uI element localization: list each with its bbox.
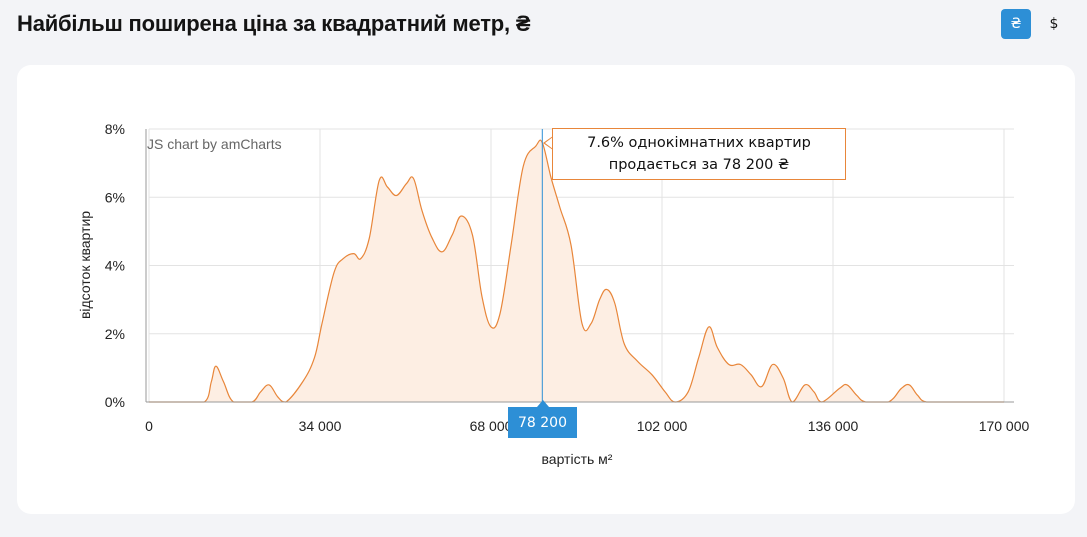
currency-uah-button[interactable]: ₴ xyxy=(1001,9,1031,39)
x-tick-label: 170 000 xyxy=(979,418,1030,434)
x-axis-title: вартість м² xyxy=(542,451,613,467)
x-tick-label: 34 000 xyxy=(299,418,342,434)
chart-credit[interactable]: JS chart by amCharts xyxy=(147,136,282,152)
y-axis-title: відсоток квартир xyxy=(77,211,93,319)
distribution-area xyxy=(149,140,1004,403)
y-tick-label: 0% xyxy=(105,394,125,410)
distribution-line xyxy=(149,139,1004,403)
tooltip-line-2: продається за 78 200 ₴ xyxy=(608,157,790,173)
page-title: Найбільш поширена ціна за квадратний мет… xyxy=(17,11,531,36)
tooltip-line-1: 7.6% однокімнатних квартир xyxy=(587,135,811,151)
cursor-label-pointer xyxy=(537,400,549,407)
x-tick-label: 102 000 xyxy=(637,418,688,434)
x-tick-label: 0 xyxy=(145,418,153,434)
y-tick-label: 4% xyxy=(105,258,125,274)
currency-usd-button[interactable]: $ xyxy=(1039,9,1069,39)
cursor-x-label: 78 200 xyxy=(508,407,577,438)
tick-labels: 0% 2% 4% 6% 8% 0 34 000 68 000 102 000 136 000 170… xyxy=(105,121,1030,434)
tooltip-pointer-inner xyxy=(545,137,553,149)
chart-axes xyxy=(145,129,1014,403)
y-tick-label: 2% xyxy=(105,326,125,342)
cursor-tooltip: 7.6% однокімнатних квартир продається за… xyxy=(552,128,846,180)
x-tick-label: 68 000 xyxy=(470,418,513,434)
y-tick-label: 6% xyxy=(105,189,125,205)
y-tick-label: 8% xyxy=(105,121,125,137)
x-tick-label: 136 000 xyxy=(808,418,859,434)
